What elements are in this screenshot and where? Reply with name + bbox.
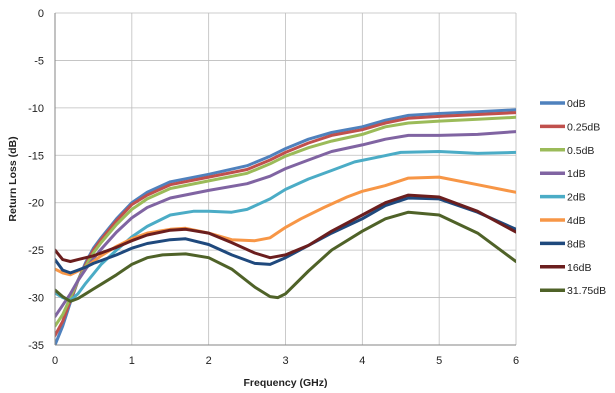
- y-tick-label: -5: [34, 55, 44, 67]
- legend-label: 0dB: [567, 98, 586, 110]
- x-tick-label: 1: [129, 355, 135, 367]
- legend-label: 16dB: [567, 262, 592, 274]
- y-tick-label: -25: [28, 245, 44, 257]
- legend: 0dB 0.25dB 0.5dB 1dB 2dB 4dB 8dB 16dB 31.75dB: [540, 98, 606, 297]
- x-tick-label: 6: [513, 355, 519, 367]
- grid: [55, 12, 517, 345]
- series-line-16db: [55, 193, 516, 263]
- series-line-2db: [55, 150, 516, 302]
- x-tick-label: 3: [282, 355, 288, 367]
- y-tick-label: -10: [28, 103, 44, 115]
- x-tick-label: 5: [436, 355, 442, 367]
- legend-label: 1dB: [567, 168, 586, 180]
- legend-label: 8dB: [567, 238, 586, 250]
- x-axis-title: Frequency (GHz): [243, 377, 327, 389]
- series-line-1db: [55, 130, 516, 318]
- y-tick-label: -20: [28, 198, 44, 210]
- series-line-8db: [55, 196, 516, 275]
- series-lines: [55, 108, 516, 345]
- axes: 0 -5 -10 -15 -20 -25 -30 -35 0 1 2 3 4 5 6: [28, 8, 519, 367]
- y-axis-title: Return Loss (dB): [7, 136, 19, 221]
- x-tick-label: 2: [206, 355, 212, 367]
- legend-label: 0.5dB: [567, 145, 594, 157]
- y-tick-label: -15: [28, 150, 44, 162]
- y-tick-label: -30: [28, 293, 44, 305]
- legend-label: 31.75dB: [567, 285, 606, 297]
- legend-label: 0.25dB: [567, 121, 600, 133]
- x-tick-label: 0: [52, 355, 58, 367]
- series-line-31-75db: [55, 210, 516, 303]
- y-tick-label: 0: [38, 8, 44, 20]
- y-tick-label: -35: [28, 340, 44, 352]
- legend-label: 2dB: [567, 192, 586, 204]
- legend-label: 4dB: [567, 215, 586, 227]
- x-tick-label: 4: [359, 355, 365, 367]
